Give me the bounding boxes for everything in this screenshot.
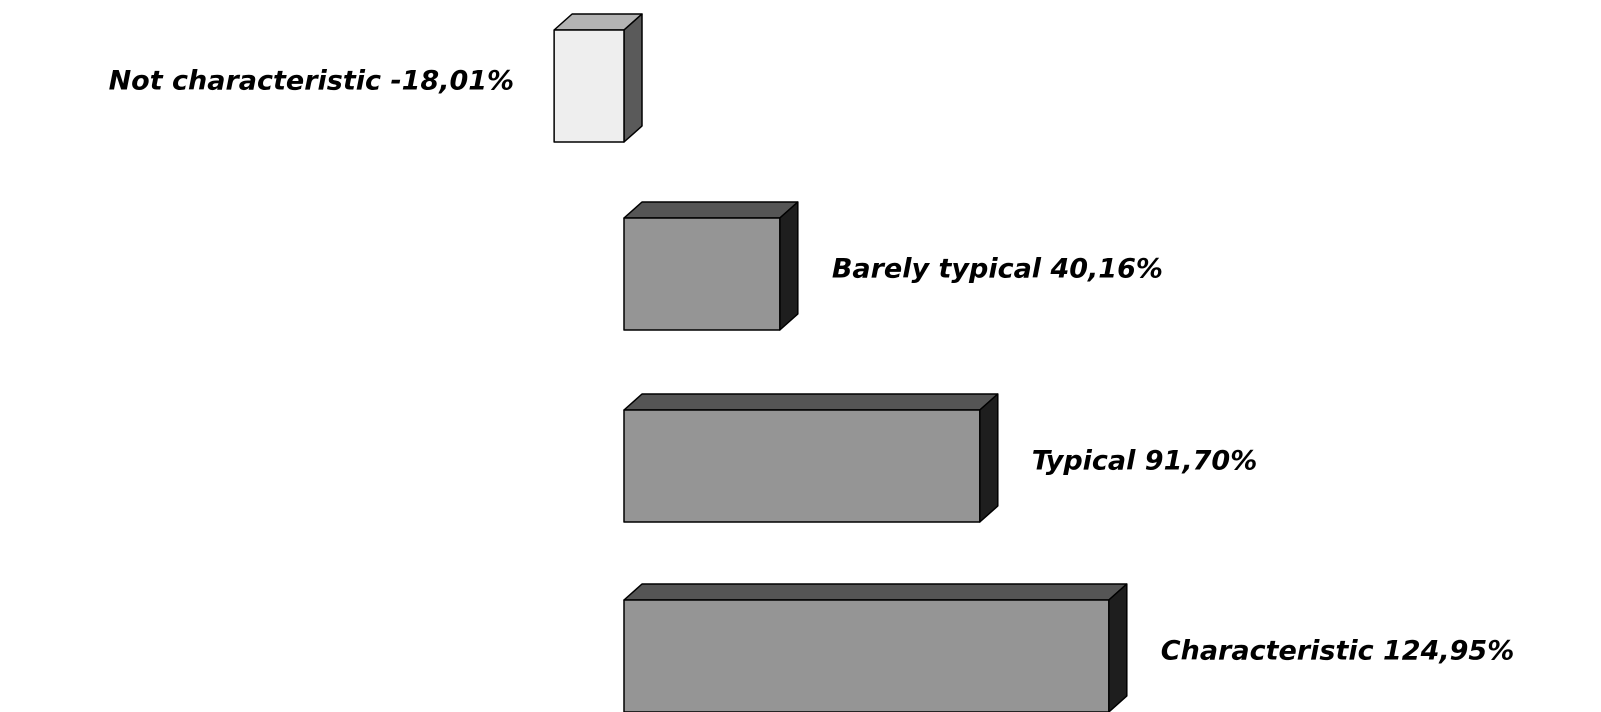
bar <box>623 201 799 331</box>
bar-front-face <box>553 29 625 143</box>
bars-layer <box>553 13 1128 712</box>
bar-side-face <box>979 393 999 523</box>
bar-label: Not characteristic -18,01% <box>109 66 515 97</box>
bar <box>553 13 643 143</box>
bar-top-face <box>623 201 799 219</box>
bar-label: Characteristic 124,95% <box>1161 636 1514 667</box>
bar-front-face <box>623 599 1110 712</box>
bar-label: Typical 91,70% <box>1032 446 1257 477</box>
bar-side-face <box>623 13 643 143</box>
bar-top-face <box>623 583 1128 601</box>
bar-top-face <box>623 393 999 411</box>
labels-layer: Not characteristic -18,01% Barely typical… <box>109 66 1515 667</box>
bar <box>623 583 1128 712</box>
bar-side-face <box>779 201 799 331</box>
bar <box>623 393 999 523</box>
bar-front-face <box>623 409 981 523</box>
bar-label: Barely typical 40,16% <box>832 254 1163 285</box>
bar-front-face <box>623 217 781 331</box>
bar-side-face <box>1108 583 1128 712</box>
